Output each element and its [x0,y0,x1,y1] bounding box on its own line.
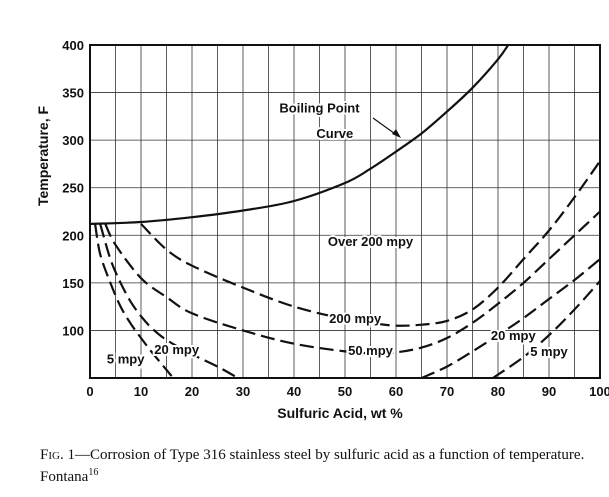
annotation-label: 20 mpy [154,342,200,357]
x-tick-label: 40 [287,384,301,399]
x-tick-label: 0 [86,384,93,399]
chart: 0 10 20 30 40 50 60 70 80 90 100 100 150 200 250 300 35… [35,38,609,421]
x-tick-label: 80 [491,384,505,399]
series-200-mpy [140,160,601,327]
plot-frame [89,44,601,379]
annotation-label: Boiling Point [279,101,360,116]
plot-border [89,44,601,379]
x-tick-label: 70 [440,384,454,399]
series-5-mpy [94,223,173,377]
x-tick-label: 100 [589,384,609,399]
x-tick-label: 20 [185,384,199,399]
y-tick-label: 400 [62,38,84,53]
series-20-mpy [99,223,239,379]
caption-reference: 16 [88,467,99,478]
caption-text: —Corrosion of Type 316 stainless steel b… [40,447,585,485]
x-tick-label: 30 [236,384,250,399]
series-50-mpy [104,210,601,355]
x-tick-labels: 0 10 20 30 40 50 60 70 80 90 100 [86,384,609,399]
y-tick-label: 150 [62,276,84,291]
x-tick-label: 60 [389,384,403,399]
x-tick-label: 50 [338,384,352,399]
caption-fig-label: Fig. 1 [40,447,75,463]
y-tick-label: 200 [62,228,84,243]
series-boiling-point-curve [89,44,510,225]
x-tick-label: 90 [542,384,556,399]
annotation-label: 5 mpy [107,352,145,367]
figure-caption: Fig. 1—Corrosion of Type 316 stainless s… [40,446,600,486]
y-axis-title: Temperature, F [35,106,51,207]
annotation-label: 20 mpy [491,328,537,343]
annotations: Boiling Point Curve Over 200 mpy 200 mpy 50 … [105,99,571,369]
y-tick-label: 250 [62,181,84,196]
series-20-mpy [421,258,601,380]
y-tick-label: 300 [62,133,84,148]
curves [89,44,601,380]
annotation-label: 200 mpy [329,311,382,326]
y-tick-labels: 100 150 200 250 300 350 400 [62,38,84,338]
y-tick-label: 100 [62,323,84,338]
series-5-mpy [492,280,601,379]
x-tick-label: 10 [134,384,148,399]
annotation-label: 50 mpy [348,343,394,358]
y-tick-label: 350 [62,86,84,101]
annotation-label: Curve [316,126,353,141]
annotation-label: 5 mpy [530,344,568,359]
boiling-point-arrowhead [392,129,401,138]
x-axis-title: Sulfuric Acid, wt % [277,405,403,421]
annotation-label: Over 200 mpy [328,234,414,249]
